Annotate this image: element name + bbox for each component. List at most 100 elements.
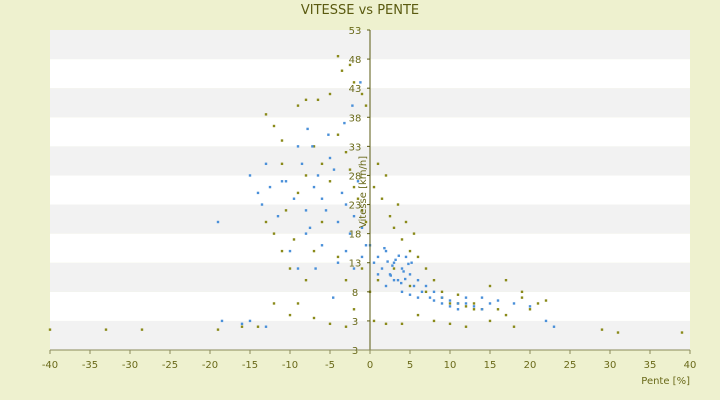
x-tick-label: 0 — [367, 360, 373, 371]
data-point — [240, 322, 244, 326]
data-point — [264, 220, 268, 224]
data-point — [314, 267, 317, 270]
data-point — [528, 308, 532, 311]
x-tick-label: -30 — [122, 360, 138, 371]
data-point — [400, 281, 403, 285]
data-point — [372, 185, 376, 189]
data-point — [304, 232, 308, 235]
data-point — [410, 261, 413, 264]
data-point — [488, 319, 492, 323]
data-point — [396, 278, 400, 282]
data-point — [292, 238, 296, 241]
data-point — [220, 319, 224, 323]
x-tick-label: -35 — [82, 360, 98, 371]
data-point — [352, 81, 356, 84]
y-tick-label: 33 — [349, 142, 362, 153]
data-point — [416, 313, 420, 317]
data-point — [328, 180, 332, 183]
y-tick-label: 38 — [349, 113, 362, 124]
data-point — [432, 319, 436, 323]
y-tick-label: 28 — [349, 171, 362, 182]
data-point — [424, 267, 428, 270]
x-tick-label: 5 — [407, 360, 413, 371]
data-point — [392, 226, 396, 230]
data-point — [360, 209, 364, 212]
data-point — [216, 328, 220, 331]
data-point — [272, 124, 276, 128]
data-point — [359, 81, 362, 84]
data-point — [360, 226, 364, 230]
data-point — [408, 293, 412, 296]
data-point — [392, 261, 396, 264]
y-tick-label: 3 — [352, 317, 358, 328]
data-point — [256, 191, 260, 195]
data-point — [400, 290, 404, 294]
data-point — [348, 168, 352, 171]
data-point — [408, 273, 412, 276]
data-point — [296, 191, 300, 195]
data-point — [340, 69, 344, 72]
data-point — [376, 255, 380, 259]
data-point — [496, 308, 500, 311]
data-point — [328, 92, 332, 96]
y-axis-label: Vitesse [km/h] — [358, 156, 369, 228]
y-tick-label: 53 — [349, 26, 362, 37]
x-axis-label: Pente [%] — [641, 376, 690, 387]
data-point — [336, 261, 340, 264]
data-point — [376, 278, 380, 282]
x-tick-label: 15 — [484, 360, 497, 371]
data-point — [552, 325, 556, 328]
data-point — [356, 180, 360, 183]
data-point — [432, 278, 436, 282]
data-point — [264, 113, 268, 116]
data-point — [308, 226, 312, 230]
data-point — [407, 262, 410, 266]
data-point — [616, 331, 620, 334]
data-point — [344, 203, 348, 206]
data-point — [272, 232, 276, 235]
data-point — [360, 92, 364, 96]
data-point — [402, 270, 405, 273]
data-point — [296, 104, 300, 107]
x-tick-label: -40 — [42, 360, 58, 371]
chart-title: VITESSE vs PENTE — [301, 3, 419, 18]
data-point — [280, 249, 284, 253]
data-point — [412, 284, 416, 288]
data-point — [320, 162, 324, 166]
data-point — [332, 296, 335, 299]
data-point — [332, 168, 336, 171]
data-point — [344, 249, 348, 253]
x-tick-label: -15 — [242, 360, 258, 371]
data-point — [420, 290, 424, 294]
data-point — [276, 214, 280, 218]
data-point — [248, 174, 252, 177]
data-point — [600, 328, 604, 331]
data-point — [504, 278, 508, 282]
x-tick-label: -25 — [162, 360, 178, 371]
data-point — [304, 278, 308, 282]
data-point — [397, 254, 400, 257]
data-point — [424, 290, 428, 294]
x-tick-label: 30 — [604, 360, 617, 371]
data-point — [372, 319, 376, 323]
data-point — [488, 284, 492, 288]
data-point — [324, 209, 328, 212]
data-point — [352, 267, 356, 270]
data-points — [48, 54, 684, 334]
data-point — [396, 203, 400, 206]
data-point — [400, 267, 404, 270]
data-point — [464, 302, 468, 305]
x-axis-ticks: -40 -35 -30 -25 -20 -15 -10 -5 0 5 10 15 20 25 30 35 40 — [42, 350, 697, 371]
data-point — [472, 302, 476, 305]
x-tick-label: 40 — [684, 360, 697, 371]
data-point — [408, 249, 412, 253]
data-point — [383, 246, 386, 250]
data-point — [412, 232, 416, 235]
data-point — [528, 305, 532, 308]
data-point — [356, 197, 360, 200]
data-point — [536, 302, 540, 305]
x-tick-label: 10 — [444, 360, 457, 371]
data-point — [264, 162, 268, 166]
data-point — [344, 325, 348, 328]
data-point — [320, 197, 324, 200]
